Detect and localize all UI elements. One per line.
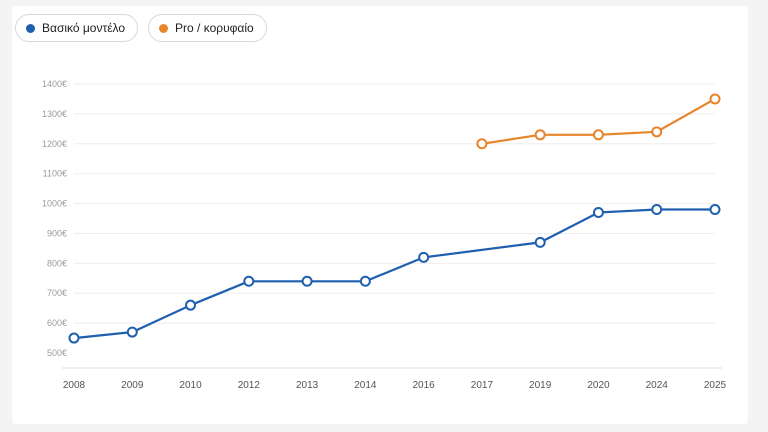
data-point[interactable] — [185, 299, 197, 311]
y-tick-label: 900€ — [47, 228, 67, 238]
data-point[interactable] — [301, 275, 313, 287]
x-tick-label: 2017 — [471, 380, 494, 391]
data-point[interactable] — [476, 138, 488, 150]
legend-label-pro: Pro / κορυφαίο — [175, 21, 254, 35]
legend-item-pro[interactable]: Pro / κορυφαίο — [148, 14, 267, 42]
data-point[interactable] — [359, 275, 371, 287]
data-point[interactable] — [534, 129, 546, 141]
y-tick-label: 1300€ — [42, 109, 67, 119]
x-tick-label: 2025 — [704, 380, 727, 391]
x-tick-label: 2019 — [529, 380, 552, 391]
data-point[interactable] — [651, 204, 663, 216]
x-tick-label: 2020 — [587, 380, 610, 391]
legend: Βασικό μοντέλο Pro / κορυφαίο — [15, 14, 267, 42]
data-point[interactable] — [534, 236, 546, 248]
legend-dot-pro — [159, 23, 169, 33]
chart-card — [12, 6, 748, 424]
x-tick-label: 2012 — [238, 380, 261, 391]
data-point[interactable] — [651, 126, 663, 138]
y-tick-label: 800€ — [47, 258, 67, 268]
data-point[interactable] — [68, 332, 80, 344]
legend-item-basic[interactable]: Βασικό μοντέλο — [15, 14, 139, 42]
series-line-0 — [73, 208, 715, 340]
data-point[interactable] — [709, 204, 721, 216]
x-tick-label: 2014 — [354, 380, 377, 391]
legend-label-basic: Βασικό μοντέλο — [42, 21, 126, 35]
x-tick-label: 2016 — [413, 380, 436, 391]
x-tick-label: 2013 — [296, 380, 319, 391]
y-tick-label: 1100€ — [43, 169, 67, 179]
data-point[interactable] — [126, 326, 138, 338]
data-point[interactable] — [418, 251, 430, 263]
x-tick-label: 2010 — [179, 380, 202, 391]
legend-dot-basic — [26, 23, 35, 33]
x-tick-label: 2024 — [646, 380, 669, 391]
data-point[interactable] — [243, 275, 255, 287]
y-tick-label: 500€ — [47, 348, 67, 358]
data-point[interactable] — [592, 207, 604, 219]
y-tick-label: 1000€ — [42, 199, 67, 209]
y-tick-label: 1200€ — [42, 139, 67, 149]
data-point[interactable] — [592, 129, 604, 141]
x-tick-label: 2008 — [63, 380, 86, 391]
y-tick-label: 600€ — [47, 318, 67, 328]
x-tick-label: 2009 — [121, 380, 144, 391]
data-point[interactable] — [709, 93, 721, 105]
y-tick-label: 700€ — [47, 288, 67, 298]
y-tick-label: 1400€ — [42, 79, 67, 89]
